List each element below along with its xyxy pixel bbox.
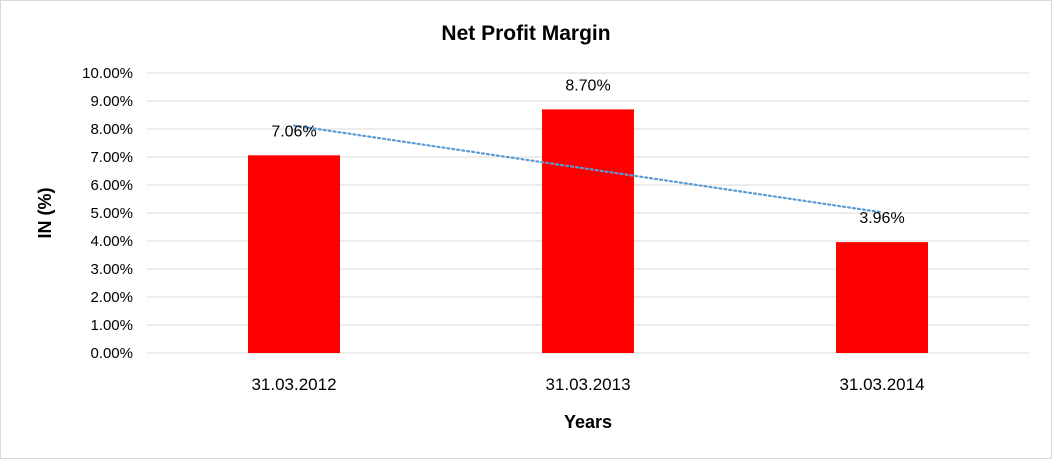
x-axis-categories: 31.03.2012 31.03.2013 31.03.2014 [251,375,924,394]
y-tick-label: 4.00% [90,233,133,250]
y-tick-label: 6.00% [90,177,133,194]
y-axis-ticks: 0.00% 1.00% 2.00% 3.00% 4.00% 5.00% 6.00% 7.00%… [82,65,133,362]
bar [248,155,340,353]
category-label: 31.03.2012 [251,375,336,394]
data-label: 3.96% [859,210,904,227]
y-tick-label: 10.00% [82,65,133,82]
y-tick-label: 3.00% [90,261,133,278]
y-tick-label: 1.00% [90,317,133,334]
y-tick-label: 8.00% [90,121,133,138]
chart-title: Net Profit Margin [441,22,610,45]
bar [836,242,928,353]
category-label: 31.03.2014 [839,375,924,394]
data-labels: 7.06% 8.70% 3.96% [271,77,904,227]
y-tick-label: 0.00% [90,345,133,362]
data-label: 7.06% [271,123,316,140]
y-tick-label: 7.00% [90,149,133,166]
x-axis-title: Years [564,412,612,432]
category-label: 31.03.2013 [545,375,630,394]
bar [542,109,634,354]
bars [248,109,928,354]
y-axis-title: IN (%) [35,188,55,239]
y-tick-label: 5.00% [90,205,133,222]
y-tick-label: 9.00% [90,93,133,110]
data-label: 8.70% [565,77,610,94]
y-tick-label: 2.00% [90,289,133,306]
trendline-layer [292,124,884,214]
trendline [292,124,884,214]
